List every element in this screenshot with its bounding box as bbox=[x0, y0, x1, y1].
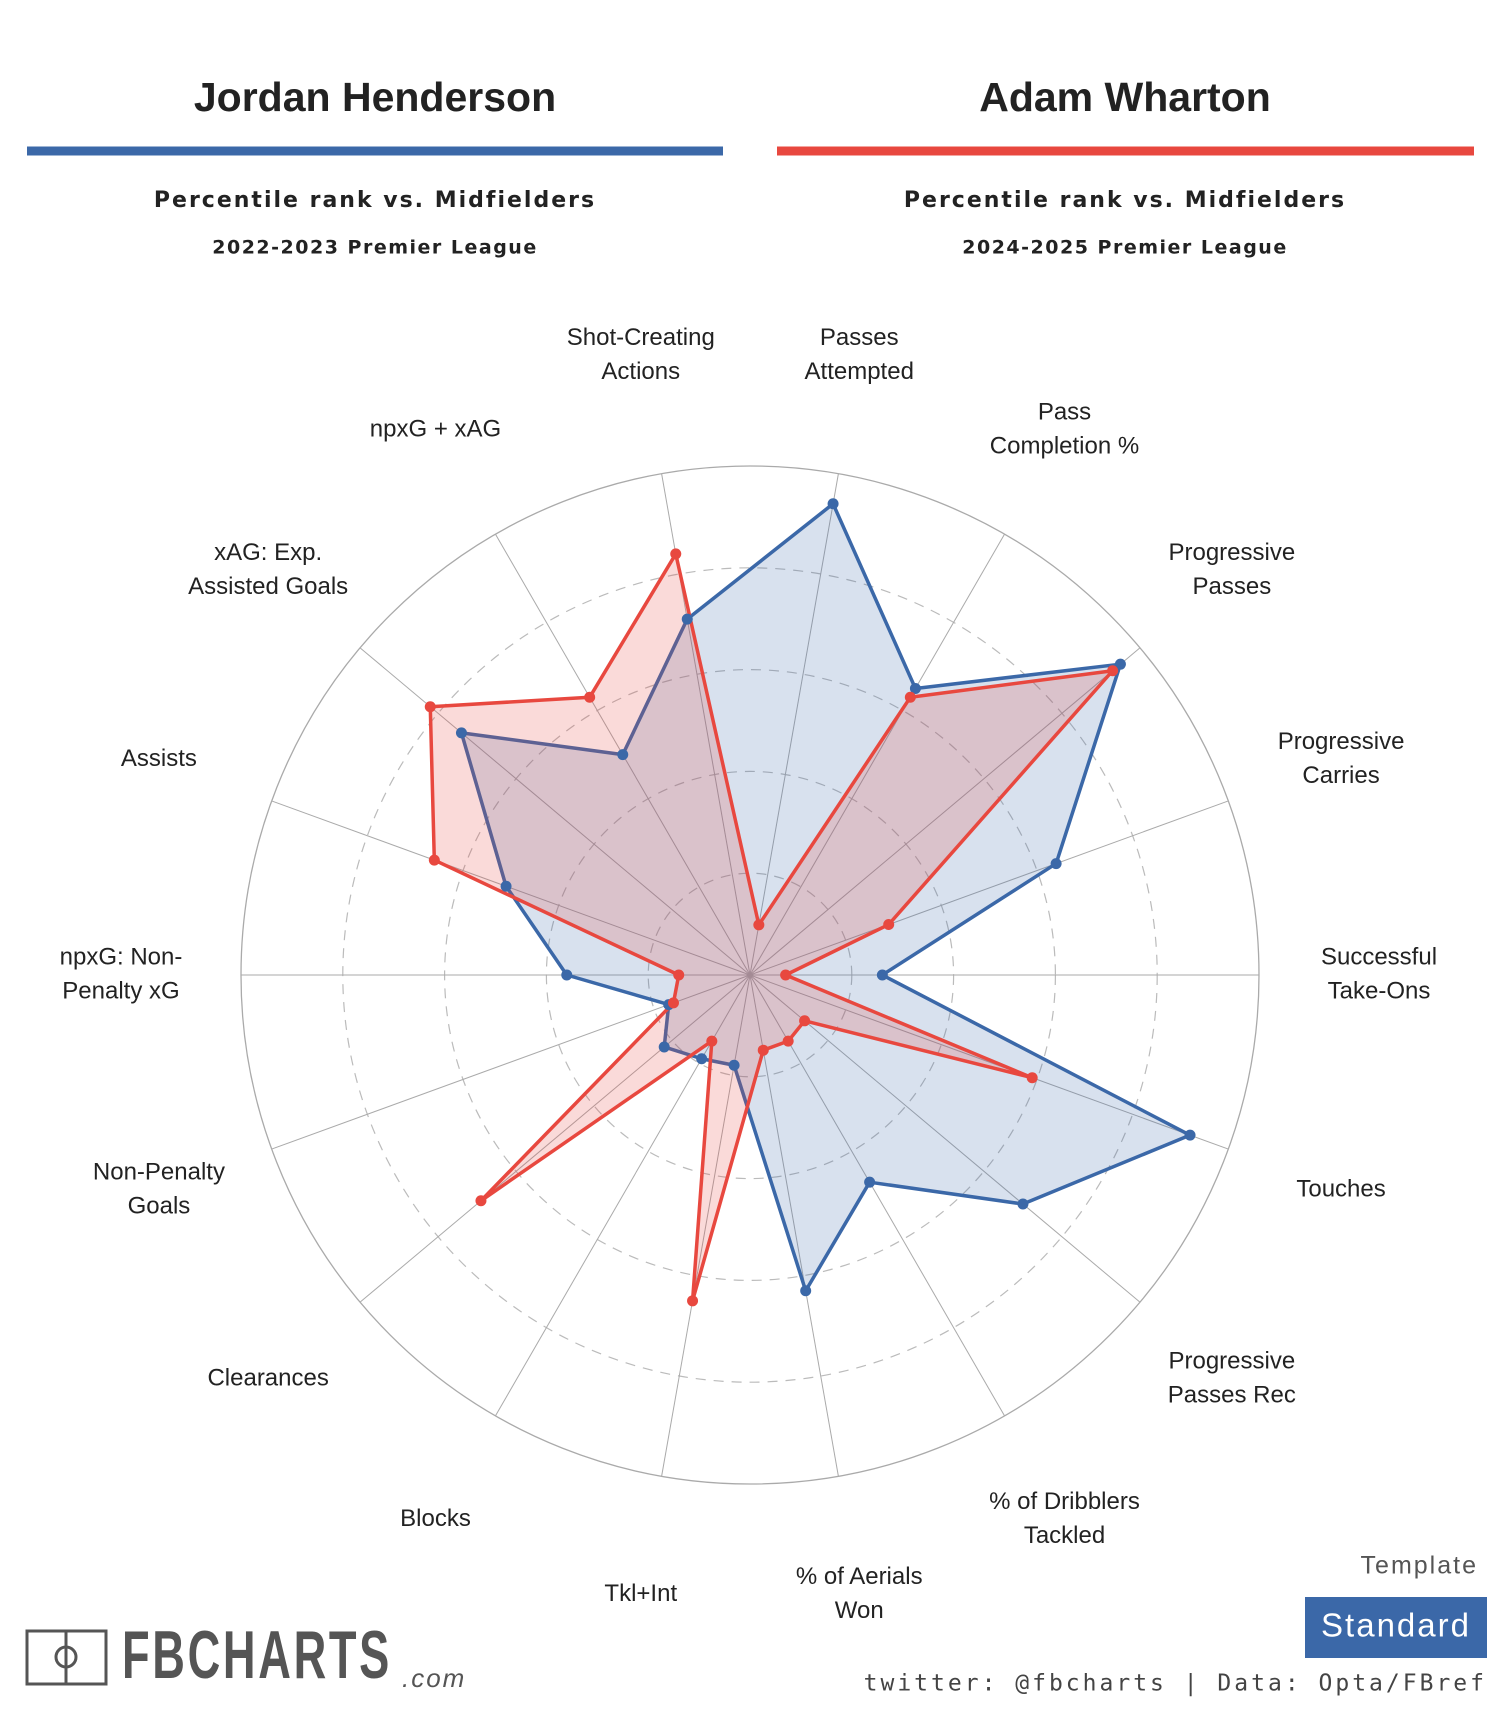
category-label: Attempted bbox=[805, 358, 914, 385]
data-point bbox=[904, 691, 916, 703]
category-label: Passes Rec bbox=[1168, 1382, 1296, 1409]
spoke bbox=[359, 974, 751, 1303]
category-label: Passes bbox=[1192, 573, 1271, 600]
spoke bbox=[495, 974, 751, 1417]
data-point bbox=[909, 682, 921, 694]
season: 2024-2025 Premier League bbox=[962, 237, 1287, 259]
category-label: % of Dribblers bbox=[989, 1488, 1140, 1515]
spoke bbox=[359, 647, 751, 976]
data-point bbox=[864, 1176, 876, 1188]
category-label: Goals bbox=[128, 1192, 191, 1219]
category-label: Progressive bbox=[1278, 728, 1405, 755]
spoke bbox=[749, 647, 1141, 976]
data-point bbox=[753, 919, 765, 931]
data-point bbox=[728, 1059, 740, 1071]
spoke bbox=[749, 974, 1141, 1303]
data-point bbox=[658, 1041, 670, 1053]
data-point bbox=[1114, 658, 1126, 670]
category-label: Assisted Goals bbox=[188, 573, 348, 600]
category-label: Pass bbox=[1038, 399, 1091, 426]
category-label: Non-Penalty bbox=[93, 1158, 225, 1185]
data-point bbox=[667, 997, 679, 1009]
category-label: Shot-Creating bbox=[567, 324, 715, 351]
category-label: Blocks bbox=[400, 1505, 471, 1532]
category-label: npxG: Non- bbox=[60, 943, 183, 970]
data-point bbox=[584, 691, 596, 703]
category-label: Carries bbox=[1302, 762, 1379, 789]
category-label: Actions bbox=[601, 358, 680, 385]
data-point bbox=[782, 1035, 794, 1047]
data-point bbox=[561, 969, 573, 981]
player-name: Jordan Henderson bbox=[194, 74, 556, 120]
category-label: Won bbox=[835, 1597, 884, 1624]
credit: twitter: @fbcharts | Data: Opta/FBref bbox=[864, 1671, 1487, 1697]
subtitle: Percentile rank vs. Midfielders bbox=[904, 188, 1346, 213]
category-label: Assists bbox=[121, 745, 197, 772]
data-point bbox=[876, 969, 888, 981]
category-label: Progressive bbox=[1168, 1348, 1295, 1375]
logo-circle bbox=[54, 1645, 78, 1669]
player-name: Adam Wharton bbox=[979, 74, 1271, 120]
spoke bbox=[749, 473, 839, 976]
subtitle: Percentile rank vs. Midfielders bbox=[154, 188, 596, 213]
spoke bbox=[749, 974, 1229, 1150]
data-point bbox=[1017, 1198, 1029, 1210]
category-label: Take-Ons bbox=[1328, 977, 1431, 1004]
data-point bbox=[475, 1195, 487, 1207]
data-point bbox=[883, 919, 895, 931]
data-point bbox=[800, 1285, 812, 1297]
data-point bbox=[500, 880, 512, 892]
category-label: npxG + xAG bbox=[370, 416, 501, 443]
data-point bbox=[780, 969, 792, 981]
data-point bbox=[670, 548, 682, 560]
category-label: Clearances bbox=[207, 1365, 328, 1392]
data-point bbox=[617, 749, 629, 761]
data-point bbox=[757, 1044, 769, 1056]
season: 2022-2023 Premier League bbox=[212, 237, 537, 259]
data-point bbox=[1184, 1129, 1196, 1141]
category-label: Successful bbox=[1321, 943, 1437, 970]
data-point bbox=[424, 701, 436, 713]
logo-suffix: .com bbox=[402, 1663, 466, 1693]
category-label: Progressive bbox=[1168, 539, 1295, 566]
data-point bbox=[1050, 858, 1062, 870]
template-name: Standard bbox=[1321, 1607, 1471, 1644]
category-label: Penalty xG bbox=[62, 977, 179, 1004]
category-label: Tkl+Int bbox=[604, 1580, 677, 1607]
category-label: Passes bbox=[820, 324, 899, 351]
data-point bbox=[687, 1295, 699, 1307]
data-point bbox=[455, 727, 467, 739]
category-label: Tackled bbox=[1024, 1522, 1105, 1549]
data-point bbox=[706, 1035, 718, 1047]
data-point bbox=[799, 1015, 811, 1027]
category-label: % of Aerials bbox=[796, 1563, 923, 1590]
category-label: Completion % bbox=[990, 433, 1139, 460]
category-label: xAG: Exp. bbox=[214, 539, 322, 566]
data-point bbox=[827, 498, 839, 510]
data-point bbox=[681, 613, 693, 625]
spoke bbox=[749, 974, 1005, 1417]
spoke bbox=[749, 800, 1229, 976]
data-point bbox=[673, 969, 685, 981]
template-box bbox=[1305, 1597, 1487, 1658]
spoke bbox=[749, 533, 1005, 976]
data-point bbox=[428, 854, 440, 866]
data-point bbox=[1107, 665, 1119, 677]
data-point bbox=[696, 1053, 708, 1065]
spoke bbox=[749, 974, 839, 1477]
data-point bbox=[1026, 1072, 1038, 1084]
category-label: Touches bbox=[1296, 1175, 1385, 1202]
logo-text: FBCHARTS bbox=[122, 1617, 392, 1693]
spoke bbox=[661, 974, 751, 1477]
template-label: Template bbox=[1361, 1552, 1478, 1580]
